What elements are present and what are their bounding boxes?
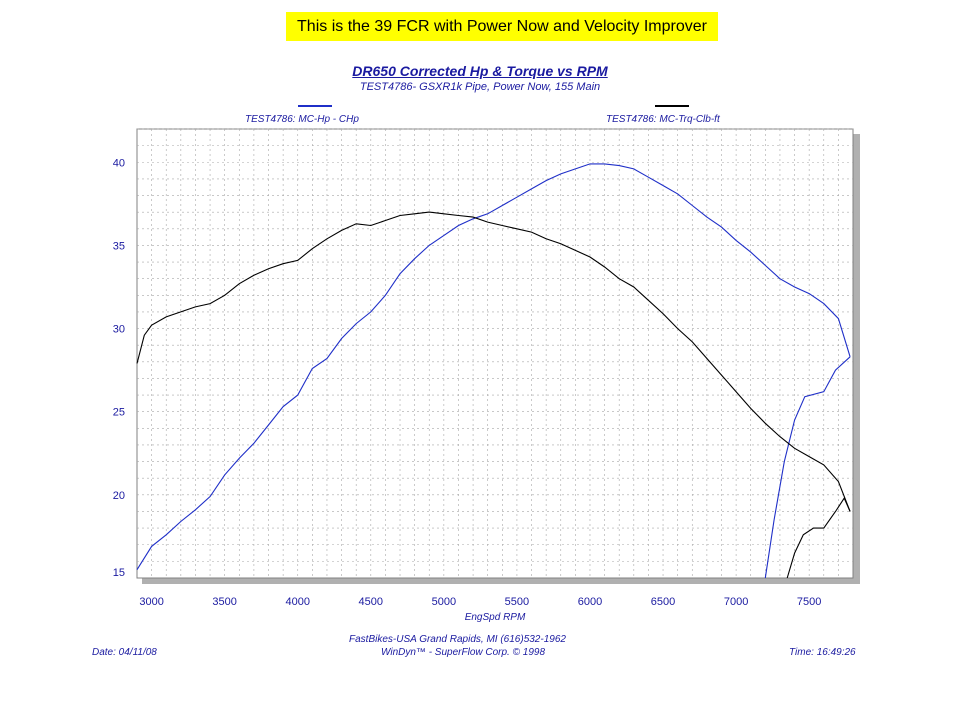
legend-torque-swatch: [655, 105, 689, 107]
grid-lines: [137, 128, 853, 578]
footer-credit-line2: WinDyn™ - SuperFlow Corp. © 1998: [381, 647, 546, 658]
x-tick-label: 3000: [139, 596, 163, 608]
y-tick-label: 20: [113, 490, 125, 502]
legend-hp-label: TEST4786: MC-Hp - CHp: [245, 114, 359, 125]
x-tick-label: 7500: [797, 596, 821, 608]
y-tick-label: 40: [113, 157, 125, 169]
series-group: [136, 163, 851, 579]
x-tick-label: 4500: [359, 596, 383, 608]
banner-caption: This is the 39 FCR with Power Now and Ve…: [286, 12, 718, 41]
x-tick-label: 7000: [724, 596, 748, 608]
footer-time: Time: 16:49:26: [789, 647, 856, 658]
x-tick-label: 5000: [432, 596, 456, 608]
x-tick-label: 4000: [285, 596, 309, 608]
y-tick-label: 30: [113, 324, 125, 336]
hp-rundown-line: [764, 356, 851, 579]
y-tick-label: 25: [113, 407, 125, 419]
legend-torque-label: TEST4786: MC-Trq-Clb-ft: [606, 114, 720, 125]
hp-series-line: [136, 163, 851, 570]
x-tick-label: 6500: [651, 596, 675, 608]
footer-credit-line1: FastBikes-USA Grand Rapids, MI (616)532-…: [349, 634, 566, 645]
footer-date: Date: 04/11/08: [92, 647, 157, 658]
tick-labels: 3000 3500 4000 4500 5000 5500 6000 6500 7000 7500…: [113, 157, 822, 608]
torque-series-line: [136, 211, 851, 512]
y-tick-label: 15: [113, 567, 125, 579]
torque-rundown-line: [786, 497, 851, 579]
x-tick-label: 5500: [505, 596, 529, 608]
chart-subtitle: TEST4786- GSXR1k Pipe, Power Now, 155 Ma…: [359, 81, 601, 93]
legend-hp-swatch: [298, 105, 332, 107]
chart-title: DR650 Corrected Hp & Torque vs RPM: [352, 63, 608, 79]
y-tick-label: 35: [113, 240, 125, 252]
x-axis-label: EngSpd RPM: [465, 612, 526, 623]
plot-area: [136, 128, 854, 579]
x-tick-label: 6000: [578, 596, 602, 608]
x-tick-label: 3500: [212, 596, 236, 608]
